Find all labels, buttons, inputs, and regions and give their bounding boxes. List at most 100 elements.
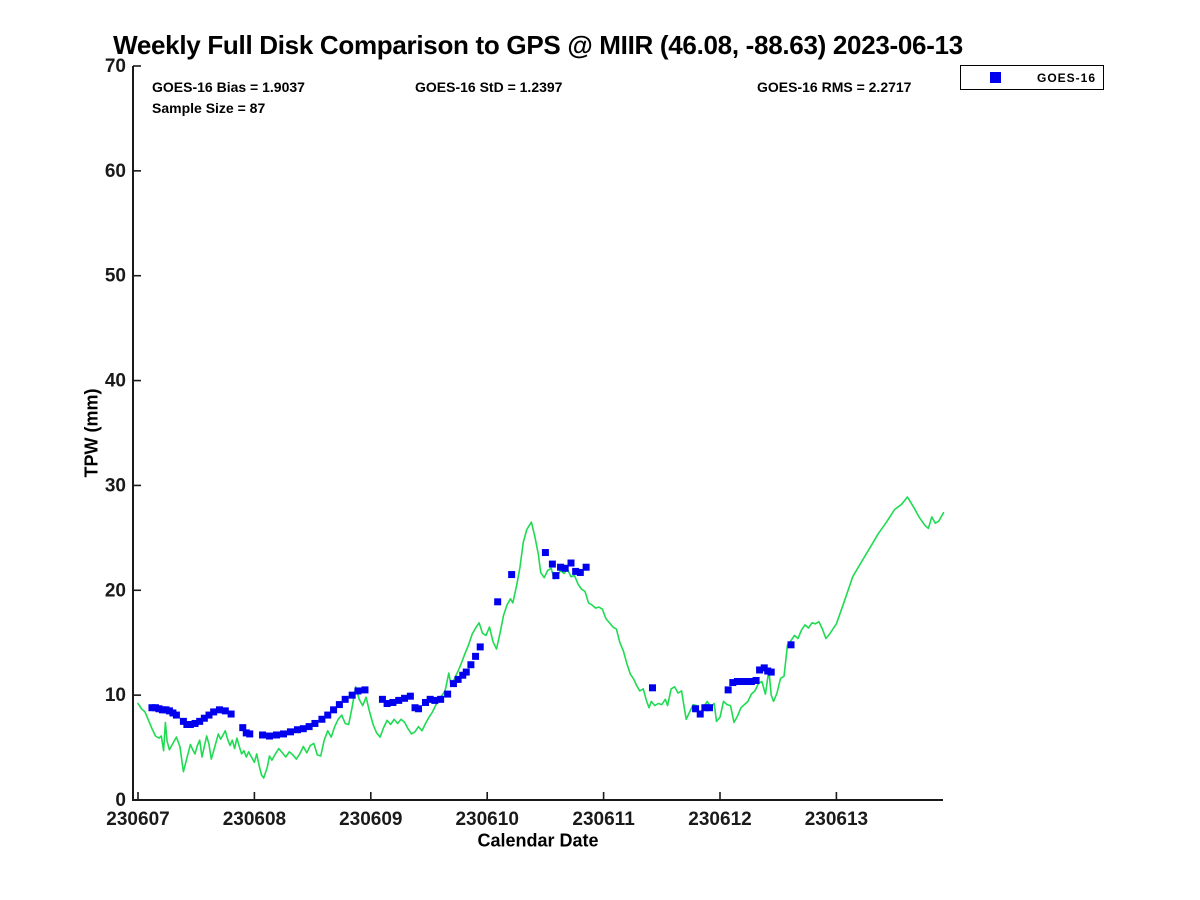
stat-bias: GOES-16 Bias = 1.9037 bbox=[152, 79, 305, 95]
goes16-marker bbox=[557, 563, 565, 571]
stat-std: GOES-16 StD = 1.2397 bbox=[415, 79, 563, 95]
goes16-marker bbox=[444, 690, 452, 698]
y-axis-label: TPW (mm) bbox=[81, 388, 102, 478]
goes16-marker bbox=[311, 719, 319, 727]
goes16-marker bbox=[738, 678, 746, 686]
goes16-marker bbox=[431, 696, 439, 704]
goes16-marker bbox=[305, 723, 313, 731]
goes16-marker bbox=[437, 695, 445, 703]
goes16-marker bbox=[293, 726, 301, 734]
goes16-marker bbox=[472, 652, 480, 660]
goes16-marker bbox=[215, 706, 223, 714]
goes16-marker bbox=[756, 666, 764, 674]
y-tick-label: 0 bbox=[115, 790, 126, 811]
goes16-marker bbox=[335, 701, 343, 709]
goes16-marker bbox=[692, 705, 700, 713]
goes16-marker bbox=[454, 675, 462, 683]
x-tick-label: 230608 bbox=[223, 809, 286, 830]
legend-label: GOES-16 bbox=[1037, 70, 1097, 85]
goes16-marker bbox=[476, 643, 484, 651]
y-tick-label: 50 bbox=[105, 266, 126, 287]
goes16-marker bbox=[299, 725, 307, 733]
goes16-marker bbox=[449, 680, 457, 688]
chart-title: Weekly Full Disk Comparison to GPS @ MII… bbox=[113, 30, 963, 60]
goes16-marker bbox=[205, 711, 213, 719]
goes16-marker bbox=[172, 711, 180, 719]
goes16-marker bbox=[541, 549, 549, 557]
goes16-marker bbox=[383, 700, 391, 708]
goes16-marker bbox=[729, 679, 737, 687]
goes16-marker bbox=[552, 572, 560, 580]
goes16-marker bbox=[227, 710, 235, 718]
x-tick-label: 230610 bbox=[455, 809, 518, 830]
y-tick-label: 40 bbox=[105, 371, 126, 392]
goes16-marker bbox=[401, 694, 409, 702]
goes16-marker bbox=[239, 724, 247, 732]
goes16-marker bbox=[787, 641, 795, 649]
goes16-marker bbox=[324, 711, 332, 719]
stat-sample-size: Sample Size = 87 bbox=[152, 100, 266, 116]
goes16-marker bbox=[462, 668, 470, 676]
x-axis-label: Calendar Date bbox=[477, 830, 599, 851]
goes16-marker bbox=[221, 707, 229, 715]
goes16-marker bbox=[210, 708, 218, 716]
goes16-marker bbox=[724, 686, 732, 694]
goes16-marker bbox=[200, 714, 208, 722]
goes16-marker bbox=[266, 732, 274, 740]
goes16-marker bbox=[508, 571, 516, 579]
y-tick-label: 10 bbox=[105, 685, 126, 706]
goes16-marker bbox=[467, 661, 475, 669]
goes16-marker bbox=[767, 668, 775, 676]
goes16-marker bbox=[259, 731, 267, 739]
y-tick-label: 60 bbox=[105, 161, 126, 182]
x-tick-label: 230607 bbox=[106, 809, 169, 830]
goes16-marker bbox=[354, 687, 362, 695]
goes16-marker bbox=[572, 567, 580, 575]
goes16-marker bbox=[318, 715, 326, 723]
y-tick-label: 20 bbox=[105, 580, 126, 601]
goes16-marker bbox=[196, 717, 204, 725]
goes16-marker bbox=[389, 698, 397, 706]
goes16-marker bbox=[752, 676, 760, 684]
goes16-marker bbox=[648, 684, 656, 692]
goes16-marker bbox=[494, 598, 502, 606]
goes16-marker bbox=[743, 678, 751, 686]
x-tick-label: 230612 bbox=[688, 809, 751, 830]
stat-rms: GOES-16 RMS = 2.2717 bbox=[757, 79, 912, 95]
goes16-marker bbox=[273, 731, 281, 739]
gps-line-series bbox=[137, 496, 945, 779]
goes16-marker bbox=[378, 695, 386, 703]
legend-marker-square-icon bbox=[990, 72, 1001, 83]
goes16-marker bbox=[286, 728, 294, 736]
goes16-marker bbox=[246, 730, 254, 738]
goes16-marker bbox=[406, 692, 414, 700]
goes16-marker bbox=[747, 678, 755, 686]
x-tick-label: 230611 bbox=[572, 809, 635, 830]
goes16-marker bbox=[422, 698, 430, 706]
goes16-marker bbox=[701, 704, 709, 712]
goes16-marker bbox=[415, 705, 423, 713]
x-tick-label: 230613 bbox=[805, 809, 868, 830]
goes16-marker bbox=[567, 559, 575, 567]
goes16-marker bbox=[330, 706, 338, 714]
legend-box[interactable]: GOES-16 bbox=[960, 65, 1104, 90]
goes16-marker bbox=[348, 691, 356, 699]
goes16-marker bbox=[548, 560, 556, 568]
goes16-marker bbox=[395, 696, 403, 704]
goes16-marker bbox=[561, 564, 569, 572]
goes16-marker bbox=[361, 686, 369, 694]
goes16-marker bbox=[576, 568, 584, 576]
goes16-marker bbox=[696, 710, 704, 718]
x-tick-label: 230609 bbox=[339, 809, 402, 830]
goes16-marker bbox=[426, 695, 434, 703]
goes16-marker bbox=[706, 704, 714, 712]
goes16-marker bbox=[280, 730, 287, 738]
goes16-marker bbox=[191, 719, 199, 727]
y-tick-label: 30 bbox=[105, 475, 126, 496]
goes16-marker bbox=[582, 563, 590, 571]
goes16-marker bbox=[733, 678, 741, 686]
y-tick-label: 70 bbox=[105, 56, 126, 77]
goes16-marker bbox=[186, 721, 194, 729]
